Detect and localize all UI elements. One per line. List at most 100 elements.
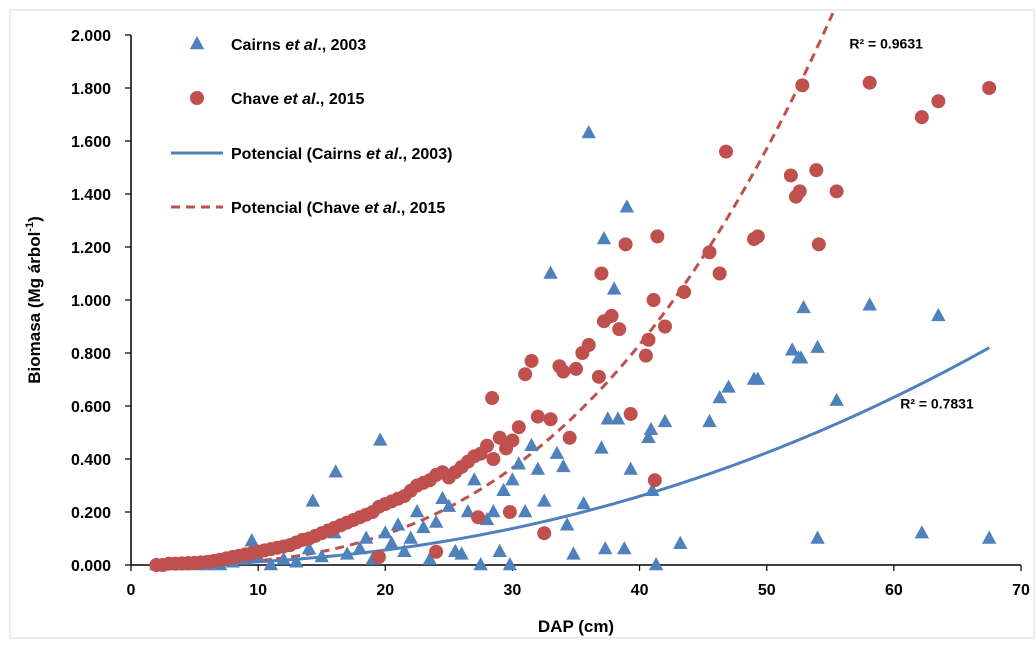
chave-point bbox=[371, 550, 386, 565]
cairns-point bbox=[460, 504, 476, 518]
chave-point bbox=[502, 505, 517, 519]
chave-point bbox=[677, 285, 692, 300]
cairns-point bbox=[643, 421, 659, 436]
cairns-point bbox=[530, 461, 546, 475]
chave-point bbox=[641, 332, 656, 347]
cairns-point bbox=[384, 535, 399, 549]
cairns-point bbox=[496, 482, 511, 496]
trendline-chave bbox=[156, 12, 835, 567]
x-tick-label: 50 bbox=[758, 582, 776, 599]
chave-point bbox=[556, 364, 571, 379]
cairns-point bbox=[467, 472, 482, 486]
chave-point bbox=[471, 510, 486, 525]
chave-point bbox=[783, 168, 798, 183]
x-tick-label: 20 bbox=[376, 582, 394, 599]
y-tick-label: 1.200 bbox=[71, 240, 111, 257]
chave-point bbox=[809, 163, 824, 178]
cairns-point bbox=[289, 554, 304, 568]
cairns-point bbox=[594, 440, 609, 454]
cairns-point bbox=[276, 551, 291, 565]
chave-point bbox=[618, 237, 633, 252]
chave-point bbox=[638, 348, 653, 363]
cairns-point bbox=[390, 517, 406, 531]
chave-point bbox=[811, 237, 826, 252]
chave-point bbox=[562, 430, 577, 445]
legend-label-part: Cairns bbox=[231, 37, 285, 54]
legend-label-part: ., 2015 bbox=[396, 200, 445, 217]
r-squared-label: R² = 0.7831 bbox=[900, 396, 974, 412]
cairns-point bbox=[244, 533, 259, 547]
y-tick-label: 1.000 bbox=[71, 293, 111, 310]
cairns-point bbox=[645, 482, 660, 496]
chave-point bbox=[646, 293, 661, 307]
cairns-point bbox=[543, 265, 558, 279]
cairns-point bbox=[314, 549, 329, 563]
cairns-point bbox=[301, 541, 317, 555]
cairns-point bbox=[441, 498, 457, 512]
chave-point bbox=[569, 361, 583, 376]
x-tick-label: 10 bbox=[249, 582, 267, 599]
chave-point bbox=[530, 409, 545, 424]
y-tick-label: 0.200 bbox=[71, 505, 111, 522]
chave-point bbox=[702, 245, 717, 260]
chave-point bbox=[712, 266, 727, 281]
chave-point bbox=[719, 144, 734, 159]
legend-label-part: Potencial (Chave bbox=[231, 200, 364, 217]
legend-label: Chave et al., 2015 bbox=[231, 91, 365, 108]
x-tick-label: 30 bbox=[504, 582, 522, 599]
cairns-point bbox=[549, 445, 565, 459]
cairns-point bbox=[473, 557, 488, 571]
cairns-point bbox=[339, 546, 355, 560]
legend-label-part: Potencial (Cairns bbox=[231, 146, 366, 163]
chave-point bbox=[650, 229, 665, 244]
cairns-point bbox=[556, 458, 571, 473]
chave-point bbox=[492, 430, 507, 445]
y-tick-label: 0.600 bbox=[71, 399, 111, 416]
cairns-point bbox=[829, 392, 844, 406]
cairns-point bbox=[784, 342, 800, 356]
cairns-point bbox=[505, 472, 520, 486]
cairns-point bbox=[305, 493, 321, 507]
chave-point bbox=[505, 433, 520, 448]
cairns-point bbox=[403, 530, 418, 544]
chave-point bbox=[982, 81, 997, 95]
chave-point bbox=[485, 391, 500, 406]
cairns-point bbox=[454, 546, 469, 560]
cairns-point bbox=[263, 557, 279, 571]
chave-point bbox=[914, 110, 929, 125]
cairns-point bbox=[914, 525, 930, 539]
x-tick-label: 0 bbox=[127, 582, 136, 599]
chave-point bbox=[524, 353, 539, 368]
legend-label-part: Chave bbox=[231, 91, 283, 108]
y-tick-label: 1.400 bbox=[71, 187, 111, 204]
chave-point bbox=[862, 75, 877, 90]
chave-point bbox=[829, 184, 844, 199]
annotations-group: R² = 0.9631 R² = 0.7831 bbox=[849, 35, 974, 411]
cairns-point bbox=[982, 530, 997, 544]
r-squared-label: R² = 0.9631 bbox=[849, 35, 923, 51]
cairns-point bbox=[598, 541, 613, 555]
cairns-point bbox=[712, 390, 727, 404]
legend-label-part: ., 2015 bbox=[315, 91, 364, 108]
y-tick-label: 1.800 bbox=[71, 81, 111, 98]
cairns-point bbox=[750, 371, 766, 385]
y-axis-title-main: Biomasa (Mg árbol bbox=[25, 232, 44, 384]
chave-point bbox=[594, 266, 609, 281]
cairns-point bbox=[559, 517, 575, 531]
cairns-point bbox=[606, 281, 622, 295]
cairns-point bbox=[537, 493, 552, 507]
x-tick-label: 70 bbox=[1012, 582, 1030, 599]
cairns-point bbox=[931, 307, 946, 322]
cairns-point bbox=[862, 297, 877, 311]
y-axis-title-sup: -1 bbox=[24, 222, 36, 232]
cairns-point bbox=[702, 413, 717, 428]
cairns-point bbox=[796, 299, 811, 314]
cairns-point bbox=[810, 530, 825, 544]
markers-group bbox=[149, 75, 997, 572]
cairns-point bbox=[566, 546, 581, 560]
legend-triangle-icon bbox=[189, 36, 205, 50]
chave-point bbox=[429, 544, 444, 559]
legend-label-part: ., 2003) bbox=[398, 146, 452, 163]
